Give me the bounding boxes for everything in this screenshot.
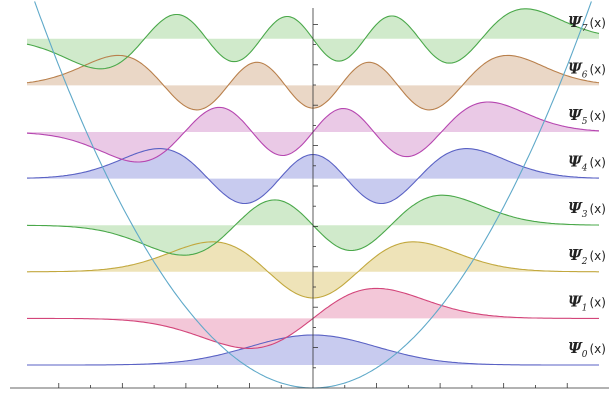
label-psi-2: Ψ2 (x) bbox=[568, 246, 606, 267]
label-psi-3: Ψ3 (x) bbox=[568, 199, 606, 220]
label-psi-6: Ψ6 (x) bbox=[568, 59, 606, 80]
label-psi-sub: 3 bbox=[582, 210, 588, 220]
label-psi-main: Ψ bbox=[568, 339, 583, 357]
axes bbox=[10, 8, 609, 389]
label-psi-main: Ψ bbox=[568, 153, 583, 171]
label-psi-sub: 2 bbox=[581, 257, 588, 267]
fill-psi-2 bbox=[27, 241, 599, 298]
label-psi-sub: 7 bbox=[582, 24, 588, 34]
label-psi-sub: 4 bbox=[581, 164, 588, 174]
label-psi-tail: (x) bbox=[589, 109, 605, 123]
label-psi-sub: 1 bbox=[582, 303, 588, 313]
label-psi-sub: 0 bbox=[582, 350, 588, 360]
label-psi-main: Ψ bbox=[568, 199, 583, 217]
label-psi-tail: (x) bbox=[589, 156, 605, 170]
label-psi-7: Ψ7 (x) bbox=[568, 13, 606, 34]
label-psi-1: Ψ1 (x) bbox=[568, 292, 606, 313]
label-psi-5: Ψ5 (x) bbox=[568, 106, 606, 127]
label-psi-tail: (x) bbox=[589, 62, 605, 76]
label-psi-main: Ψ bbox=[568, 106, 583, 124]
fill-psi-7 bbox=[27, 8, 599, 69]
label-psi-main: Ψ bbox=[568, 59, 583, 77]
series-labels: Ψ0 (x)Ψ1 (x)Ψ2 (x)Ψ3 (x)Ψ4 (x)Ψ5 (x)Ψ6 (x)Ψ7 (x) bbox=[568, 13, 606, 360]
label-psi-main: Ψ bbox=[568, 292, 583, 310]
label-psi-tail: (x) bbox=[589, 202, 605, 216]
label-psi-4: Ψ4 (x) bbox=[568, 153, 606, 174]
label-psi-tail: (x) bbox=[589, 16, 605, 30]
label-psi-tail: (x) bbox=[589, 249, 605, 263]
label-psi-sub: 6 bbox=[582, 70, 588, 80]
label-psi-main: Ψ bbox=[568, 13, 583, 31]
label-psi-0: Ψ0 (x) bbox=[568, 339, 606, 360]
label-psi-sub: 5 bbox=[582, 117, 588, 127]
label-psi-tail: (x) bbox=[589, 295, 605, 309]
label-psi-tail: (x) bbox=[589, 342, 605, 356]
label-psi-main: Ψ bbox=[568, 246, 583, 264]
